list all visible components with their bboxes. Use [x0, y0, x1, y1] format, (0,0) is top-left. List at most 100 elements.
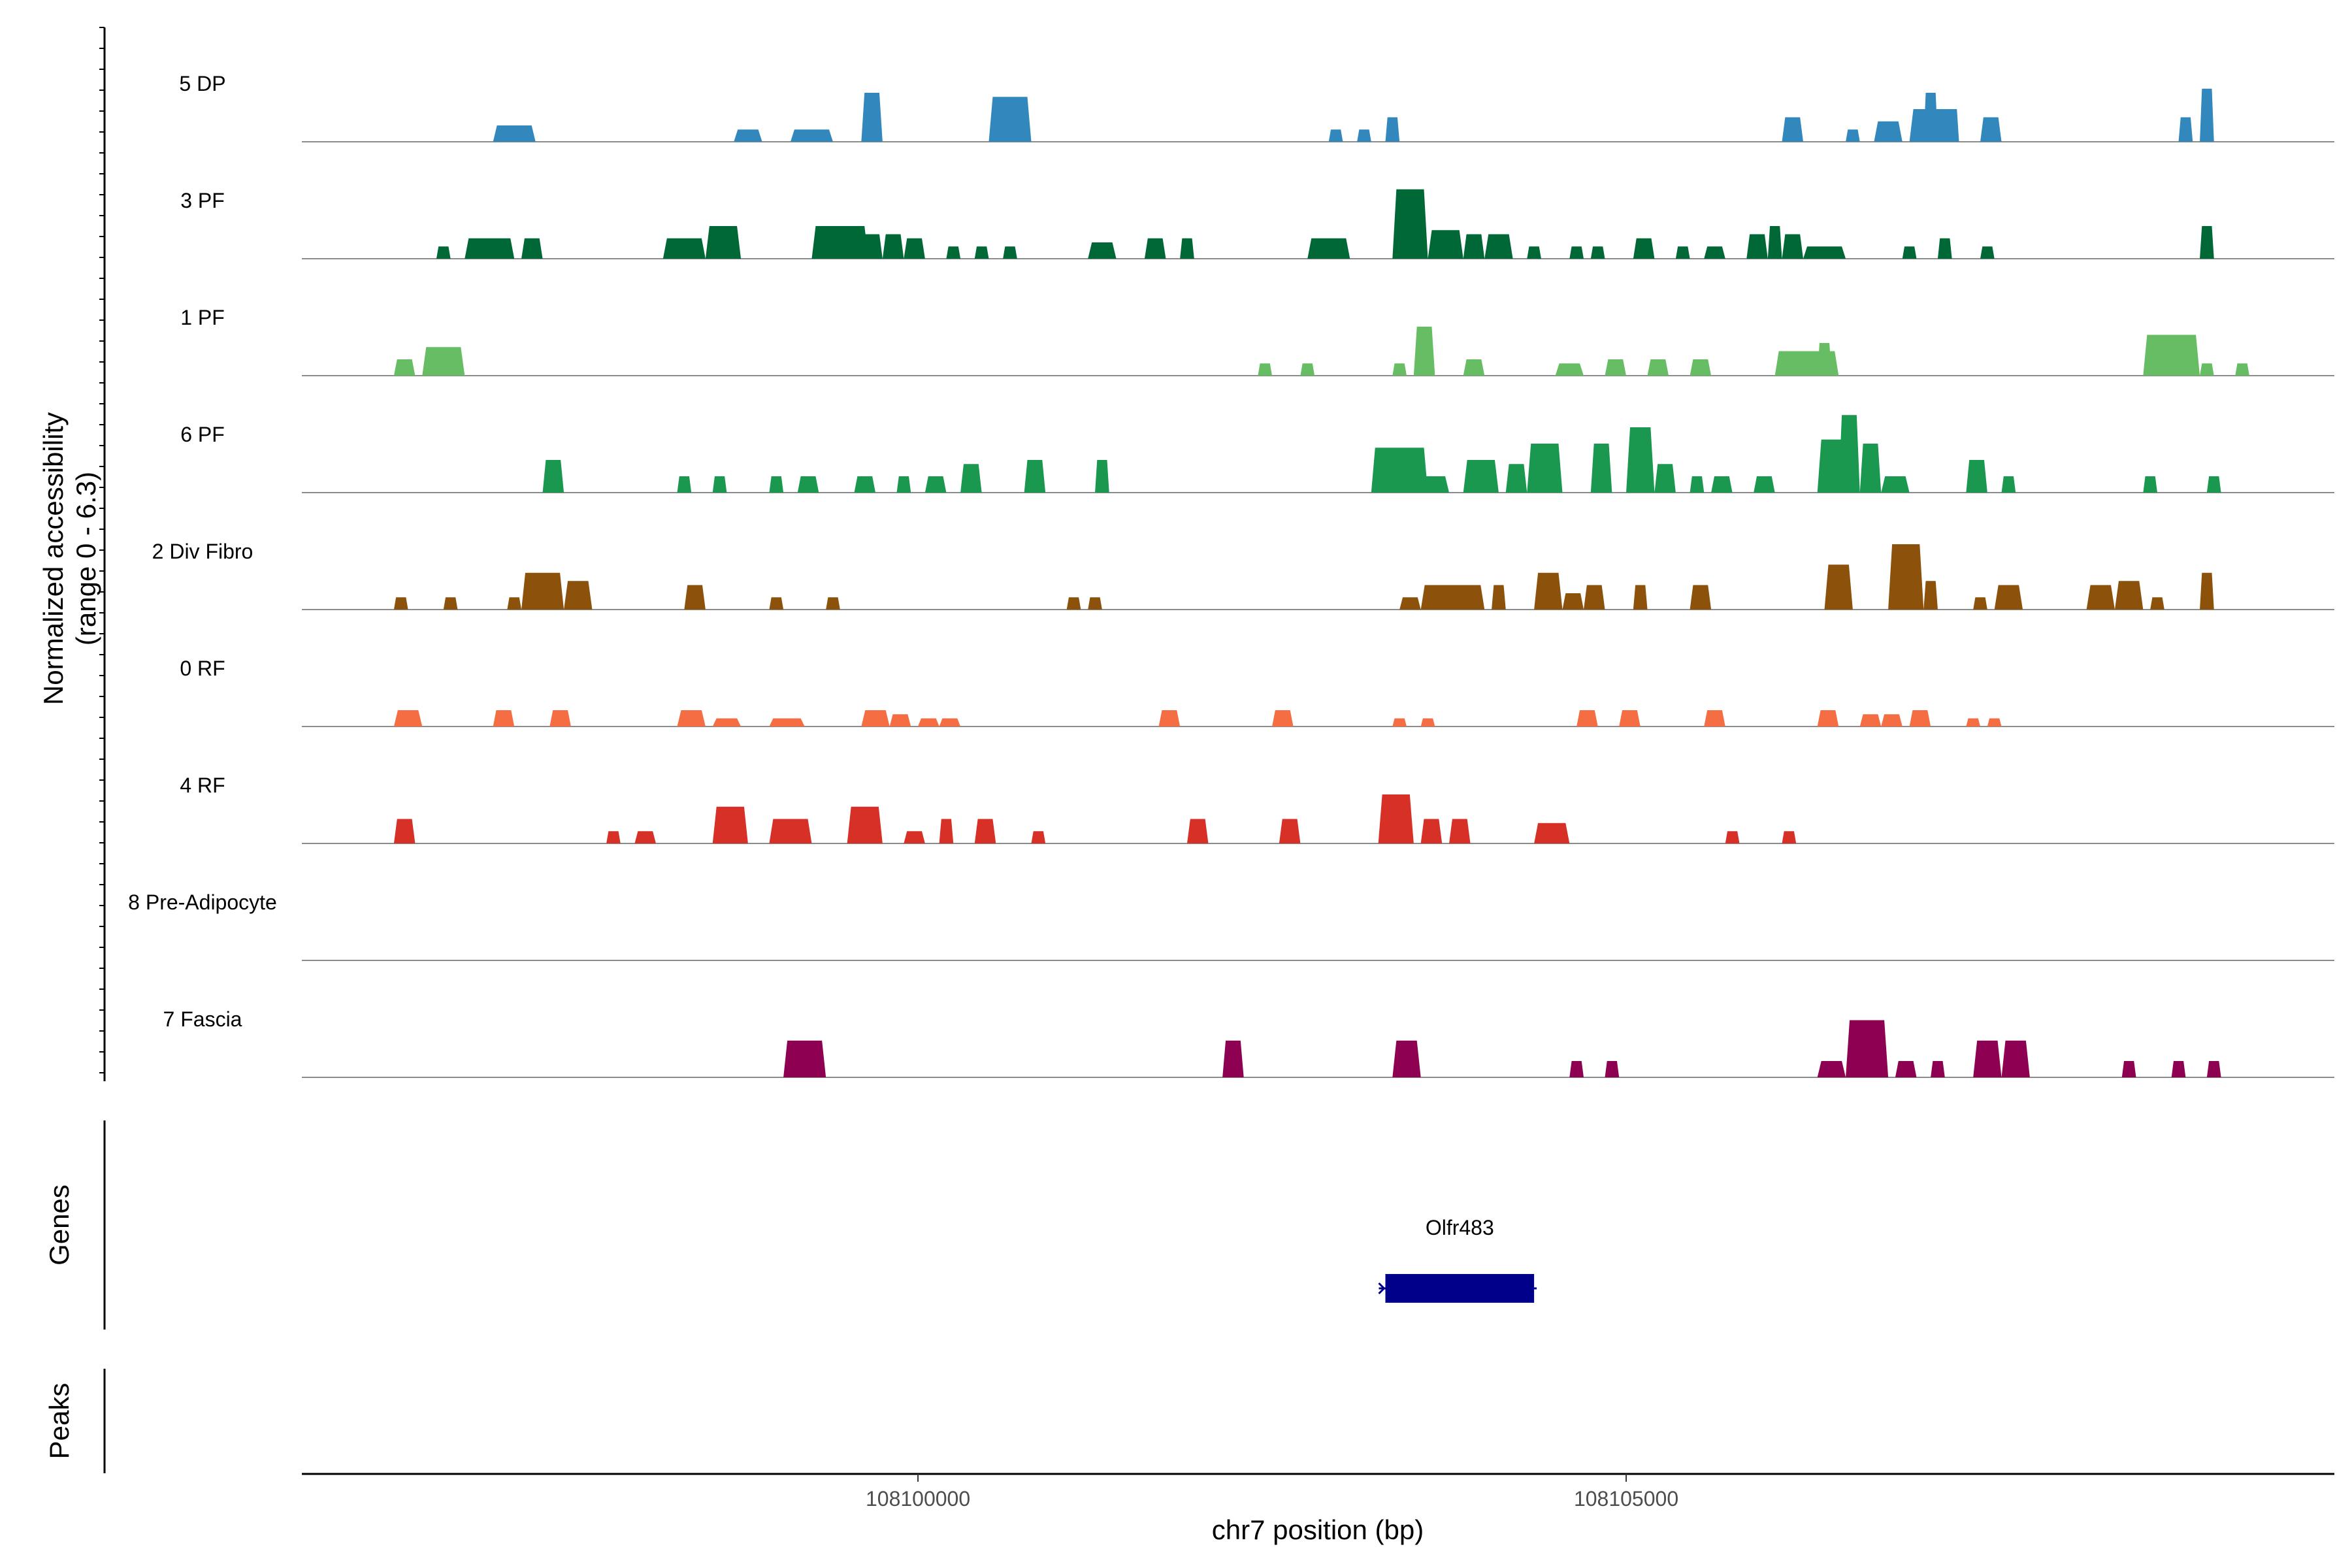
coverage-peak	[861, 93, 883, 142]
coverage-peak	[790, 129, 833, 142]
coverage-peak	[521, 572, 564, 610]
coverage-peak	[2200, 226, 2214, 259]
x-axis-title: chr7 position (bp)	[1212, 1514, 1424, 1545]
coverage-peak	[1754, 476, 1775, 493]
coverage-peak	[1633, 238, 1655, 259]
coverage-peak	[918, 718, 939, 727]
coverage-peak	[889, 714, 911, 727]
track-label: 5 DP	[179, 72, 225, 95]
coverage-peak	[988, 97, 1032, 142]
coverage-peak	[2206, 1061, 2221, 1077]
coverage-peak	[1449, 819, 1471, 843]
gene-label: Olfr483	[1426, 1216, 1494, 1239]
coverage-peak	[1428, 230, 1463, 259]
coverage-peak	[797, 476, 819, 493]
coverage-peak	[1186, 819, 1209, 843]
coverage-peak	[1881, 714, 1903, 727]
coverage-peak	[677, 476, 692, 493]
coverage-peak	[2086, 585, 2115, 610]
coverage-peak	[974, 246, 989, 259]
coverage-peak	[1704, 246, 1725, 259]
track-3-pf: 3 PF	[180, 189, 2334, 259]
coverage-peak	[1725, 831, 1740, 843]
track-0-rf: 0 RF	[180, 657, 2334, 727]
coverage-peak	[1385, 117, 1400, 142]
coverage-peak	[1300, 363, 1315, 376]
coverage-peak	[1931, 1061, 1945, 1077]
track-label: 3 PF	[180, 189, 225, 212]
coverage-peak	[1463, 359, 1485, 376]
coverage-peak	[712, 718, 742, 727]
coverage-peak	[1782, 234, 1804, 259]
coverage-peak	[1392, 1040, 1421, 1077]
coverage-peak	[1605, 1061, 1620, 1077]
coverage-peak	[1782, 117, 1804, 142]
coverage-peak	[712, 806, 748, 843]
coverage-peak	[1307, 238, 1350, 259]
peaks-panel: Peaks	[44, 1369, 106, 1473]
coverage-peak	[769, 718, 805, 727]
coverage-peak	[1980, 246, 1995, 259]
coverage-peak	[939, 819, 954, 843]
coverage-peak	[1583, 585, 1605, 610]
coverage-peak	[1463, 460, 1499, 493]
coverage-y-axis	[99, 27, 106, 1081]
coverage-peak	[974, 819, 996, 843]
coverage-peak	[1328, 129, 1343, 142]
svg-text:(range 0 - 6.3): (range 0 - 6.3)	[71, 472, 101, 645]
x-axis: 108100000 108105000	[302, 1473, 2334, 1511]
coverage-peak	[1817, 343, 1832, 376]
coverage-peak	[393, 819, 416, 843]
coverage-peak	[1626, 427, 1655, 493]
coverage-peak	[2121, 1061, 2136, 1077]
coverage-peak	[2178, 117, 2193, 142]
coverage-peak	[1484, 234, 1513, 259]
coverage-peak	[939, 718, 961, 727]
coverage-peak	[904, 238, 925, 259]
coverage-peak	[1937, 238, 1952, 259]
svg-text:Normalized accessibility: Normalized accessibility	[38, 412, 69, 705]
track-label: 8 Pre-Adipocyte	[128, 890, 277, 914]
coverage-peak	[1675, 246, 1690, 259]
coverage-peak	[1378, 794, 1414, 843]
coverage-peak	[1003, 246, 1017, 259]
coverage-peak	[1846, 129, 1860, 142]
coverage-peak	[854, 476, 876, 493]
coverage-tracks: 5 DP 3 PF 1 PF 6 PF 2 Div Fibro 0 RF 4 RF 8 Pre…	[128, 72, 2334, 1078]
x-tick-label: 108105000	[1574, 1487, 1678, 1511]
coverage-peak	[1767, 226, 1782, 259]
coverage-peak	[1505, 464, 1527, 493]
coverage-peak	[861, 710, 890, 727]
coverage-peak	[436, 246, 451, 259]
coverage-peak	[1222, 1040, 1244, 1077]
coverage-peak	[705, 226, 742, 259]
track-5-dp: 5 DP	[179, 72, 2334, 142]
coverage-peak	[465, 238, 515, 259]
coverage-peak	[1902, 246, 1917, 259]
coverage-peak	[1392, 718, 1407, 727]
coverage-peak	[2143, 335, 2200, 376]
coverage-peak	[1144, 238, 1166, 259]
coverage-peak	[1859, 714, 1882, 727]
coverage-peak	[1923, 581, 1938, 610]
coverage-peak	[1994, 585, 2023, 610]
coverage-peak	[826, 597, 840, 610]
coverage-peak	[684, 585, 706, 610]
coverage-peak	[493, 710, 515, 727]
coverage-peak	[1817, 1061, 1846, 1077]
coverage-peak	[1413, 327, 1435, 376]
coverage-peak	[1803, 246, 1846, 259]
coverage-peak	[1966, 460, 1987, 493]
strand-arrow	[1378, 1282, 1385, 1295]
coverage-peak	[1605, 359, 1627, 376]
coverage-peak	[1088, 242, 1117, 259]
coverage-peak	[1619, 710, 1641, 727]
coverage-peak	[1555, 363, 1584, 376]
coverage-peak	[1590, 444, 1612, 493]
coverage-peak	[1463, 234, 1485, 259]
coverage-peak	[1973, 597, 1987, 610]
coverage-peak	[549, 710, 571, 727]
coverage-peak	[1987, 718, 2002, 727]
coverage-peak	[393, 710, 423, 727]
